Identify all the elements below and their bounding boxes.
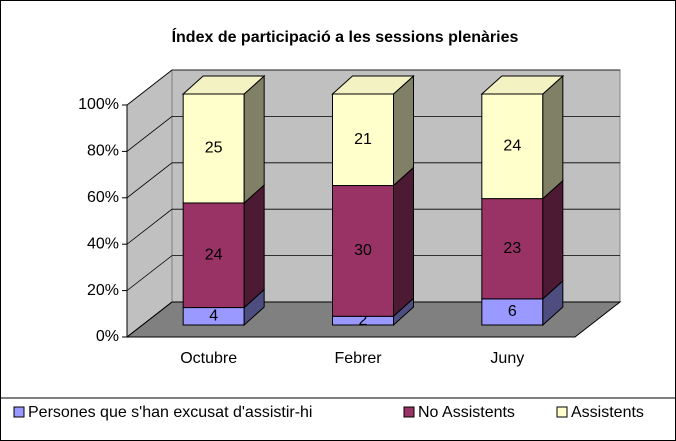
- legend-swatch: [403, 406, 415, 418]
- grid-line: [126, 69, 620, 106]
- bar-front: [481, 93, 544, 200]
- grid-line: [126, 208, 620, 245]
- y-tick-label: 20%: [87, 282, 119, 299]
- legend-label: No Assistents: [418, 404, 515, 421]
- data-label: 6: [508, 303, 517, 320]
- y-tick-label: 80%: [87, 143, 119, 160]
- chart-title: Índex de participació a les sessions ple…: [172, 27, 519, 46]
- bar-segment: [182, 183, 265, 309]
- x-tick-label: Juny: [490, 350, 524, 367]
- bar-segment: [481, 279, 564, 327]
- data-label: 24: [205, 246, 223, 263]
- legend-swatch: [556, 406, 568, 418]
- legend-swatch: [13, 406, 25, 418]
- x-tick-label: Octubre: [180, 350, 237, 367]
- bar-front: [182, 202, 245, 309]
- bar-segment: [332, 166, 414, 318]
- bar-top: [480, 75, 565, 95]
- legend-label: Assistents: [571, 404, 644, 421]
- grid-line: [126, 116, 620, 152]
- bar-top: [331, 75, 415, 95]
- grid-line: [126, 255, 620, 291]
- bar-segment: [181, 74, 266, 205]
- bar-side: [243, 74, 265, 205]
- bar-segment: [481, 179, 564, 300]
- bar-front: [332, 93, 394, 187]
- grid-line: [126, 301, 620, 338]
- bar-segment: [331, 74, 415, 187]
- bar-side: [542, 74, 564, 200]
- data-label: 24: [503, 138, 521, 155]
- data-label: 25: [205, 140, 223, 157]
- data-label: 30: [354, 242, 372, 259]
- data-label: 21: [354, 131, 372, 148]
- bar-front: [481, 298, 544, 326]
- y-tick-label: 100%: [78, 96, 119, 113]
- data-label: 4: [209, 308, 218, 325]
- bar-side: [542, 179, 564, 300]
- bar-side: [393, 166, 414, 318]
- bar-top: [181, 75, 266, 95]
- grid-line: [126, 162, 620, 199]
- bar-segment: [480, 74, 565, 200]
- bar-side: [393, 74, 414, 187]
- y-tick-label: 60%: [87, 189, 119, 206]
- y-tick-label: 0%: [96, 328, 119, 345]
- data-label: 23: [503, 240, 521, 257]
- legend-label: Persones que s'han excusat d'assistir-hi: [28, 404, 312, 421]
- data-label: 2: [359, 312, 368, 329]
- y-tick-label: 40%: [87, 235, 119, 252]
- bar-side: [243, 183, 265, 309]
- x-tick-label: Febrer: [334, 350, 382, 367]
- side-wall: [126, 68, 173, 339]
- bar-front: [182, 93, 245, 204]
